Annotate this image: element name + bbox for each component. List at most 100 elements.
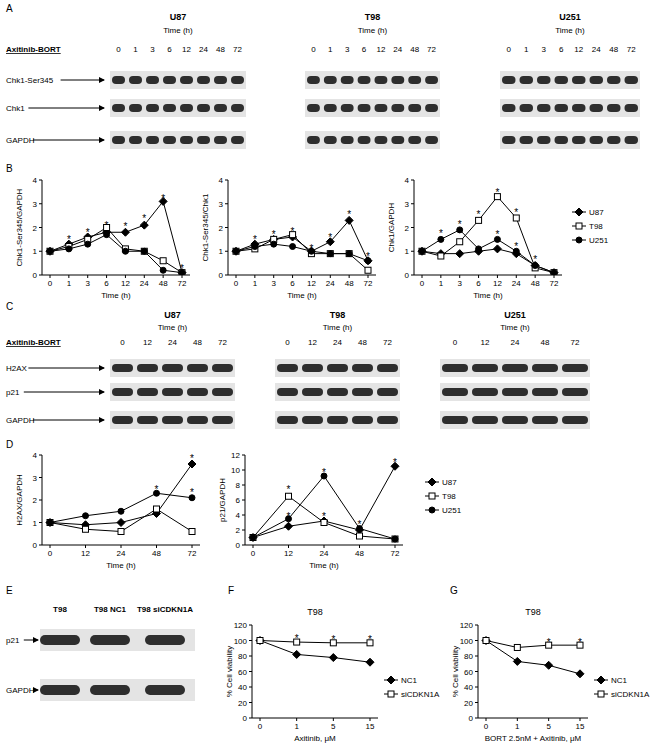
row-label: GAPDH	[6, 416, 35, 425]
blot-band	[197, 76, 210, 84]
x-tick-label: 3	[85, 279, 90, 288]
y-tick-label: 1	[405, 247, 410, 256]
x-tick	[535, 275, 536, 278]
blot-band	[277, 364, 298, 372]
y-tick-label: 20	[238, 699, 247, 708]
y-tick	[39, 203, 42, 204]
blot-band	[442, 364, 468, 372]
blot-band	[352, 416, 373, 424]
x-tick-label: 12	[307, 279, 316, 288]
x-tick-label: 48	[152, 549, 161, 558]
x-tick	[554, 275, 555, 278]
y-tick-label: 80	[238, 652, 247, 661]
significance-mark: *	[366, 251, 370, 262]
time-point: 6	[559, 45, 564, 54]
y-axis-title: H2AX/GAPDH	[15, 474, 24, 526]
data-point	[545, 661, 553, 669]
x-tick-label: 72	[188, 549, 197, 558]
y-tick	[39, 545, 42, 546]
x-tick	[260, 718, 261, 721]
x-tick-label: 72	[550, 279, 559, 288]
y-tick-label: 1	[219, 247, 224, 256]
x-tick	[395, 545, 396, 548]
data-point	[576, 670, 584, 678]
blot-band	[532, 364, 558, 372]
time-label: Time (h)	[158, 323, 188, 332]
blot-band	[472, 364, 498, 372]
time-point: 3	[150, 45, 155, 54]
data-point	[438, 253, 444, 259]
x-tick	[486, 718, 487, 721]
blot-band	[307, 136, 320, 144]
data-point	[117, 519, 125, 527]
blot-band	[358, 76, 371, 84]
series-line	[50, 235, 182, 273]
y-tick-label: 20	[464, 699, 473, 708]
legend-label: T98	[442, 492, 456, 501]
data-point	[47, 248, 53, 254]
x-tick-label: 6	[290, 279, 295, 288]
x-tick	[422, 275, 423, 278]
x-tick	[50, 275, 51, 278]
x-tick	[497, 275, 498, 278]
significance-mark: *	[190, 453, 194, 464]
time-point: 0	[120, 338, 125, 347]
blot-band	[537, 136, 551, 144]
data-point	[47, 248, 53, 254]
data-point	[419, 248, 425, 254]
blot-band	[537, 104, 551, 112]
blot-band	[180, 104, 193, 112]
y-tick	[225, 275, 228, 276]
blot-band	[391, 104, 404, 112]
blot-band	[40, 685, 80, 695]
y-tick	[475, 656, 478, 657]
y-tick	[249, 687, 252, 688]
time-point: 12	[143, 338, 152, 347]
time-point: 24	[333, 338, 342, 347]
significance-mark: *	[547, 637, 551, 648]
legend-marker	[387, 676, 395, 684]
blot-band	[214, 104, 227, 112]
x-tick	[163, 275, 164, 278]
row-label: p21	[6, 636, 20, 645]
blot-background	[440, 411, 590, 429]
blot-band	[502, 136, 516, 144]
blot-band	[163, 104, 176, 112]
significance-mark: *	[322, 511, 326, 522]
blot-band	[112, 136, 125, 144]
blot-band	[197, 104, 210, 112]
blot-band	[442, 388, 468, 396]
x-axis-title: Time (h)	[287, 291, 317, 300]
blot-band	[180, 136, 193, 144]
blot-band	[302, 416, 323, 424]
data-point	[285, 522, 293, 530]
panel-label: A	[6, 3, 13, 14]
time-point: 72	[627, 45, 636, 54]
time-point: 48	[410, 45, 419, 54]
lane-label: T98 NC1	[94, 605, 127, 614]
x-axis-title: BORT 2.5nM + Axitinib, μM	[485, 734, 582, 743]
blot-band	[532, 388, 558, 396]
data-point	[46, 247, 54, 255]
significance-mark: *	[328, 232, 332, 243]
blot-background	[110, 411, 235, 429]
blot-band	[307, 76, 320, 84]
data-point	[46, 519, 54, 527]
x-tick	[106, 275, 107, 278]
blot-band	[408, 76, 421, 84]
blot-band	[162, 364, 183, 372]
y-tick	[39, 455, 42, 456]
x-tick-label: 0	[48, 549, 53, 558]
time-point: 12	[574, 45, 583, 54]
x-tick-label: 0	[258, 722, 263, 731]
blot-band	[163, 76, 176, 84]
y-tick-label: 4	[236, 511, 241, 520]
y-tick	[39, 500, 42, 501]
data-point	[271, 241, 277, 247]
y-axis-title: % Cell viability	[451, 646, 460, 698]
data-point	[456, 250, 464, 258]
x-axis	[478, 718, 588, 719]
x-tick	[440, 275, 441, 278]
x-tick	[478, 275, 479, 278]
plot-area	[249, 462, 399, 542]
